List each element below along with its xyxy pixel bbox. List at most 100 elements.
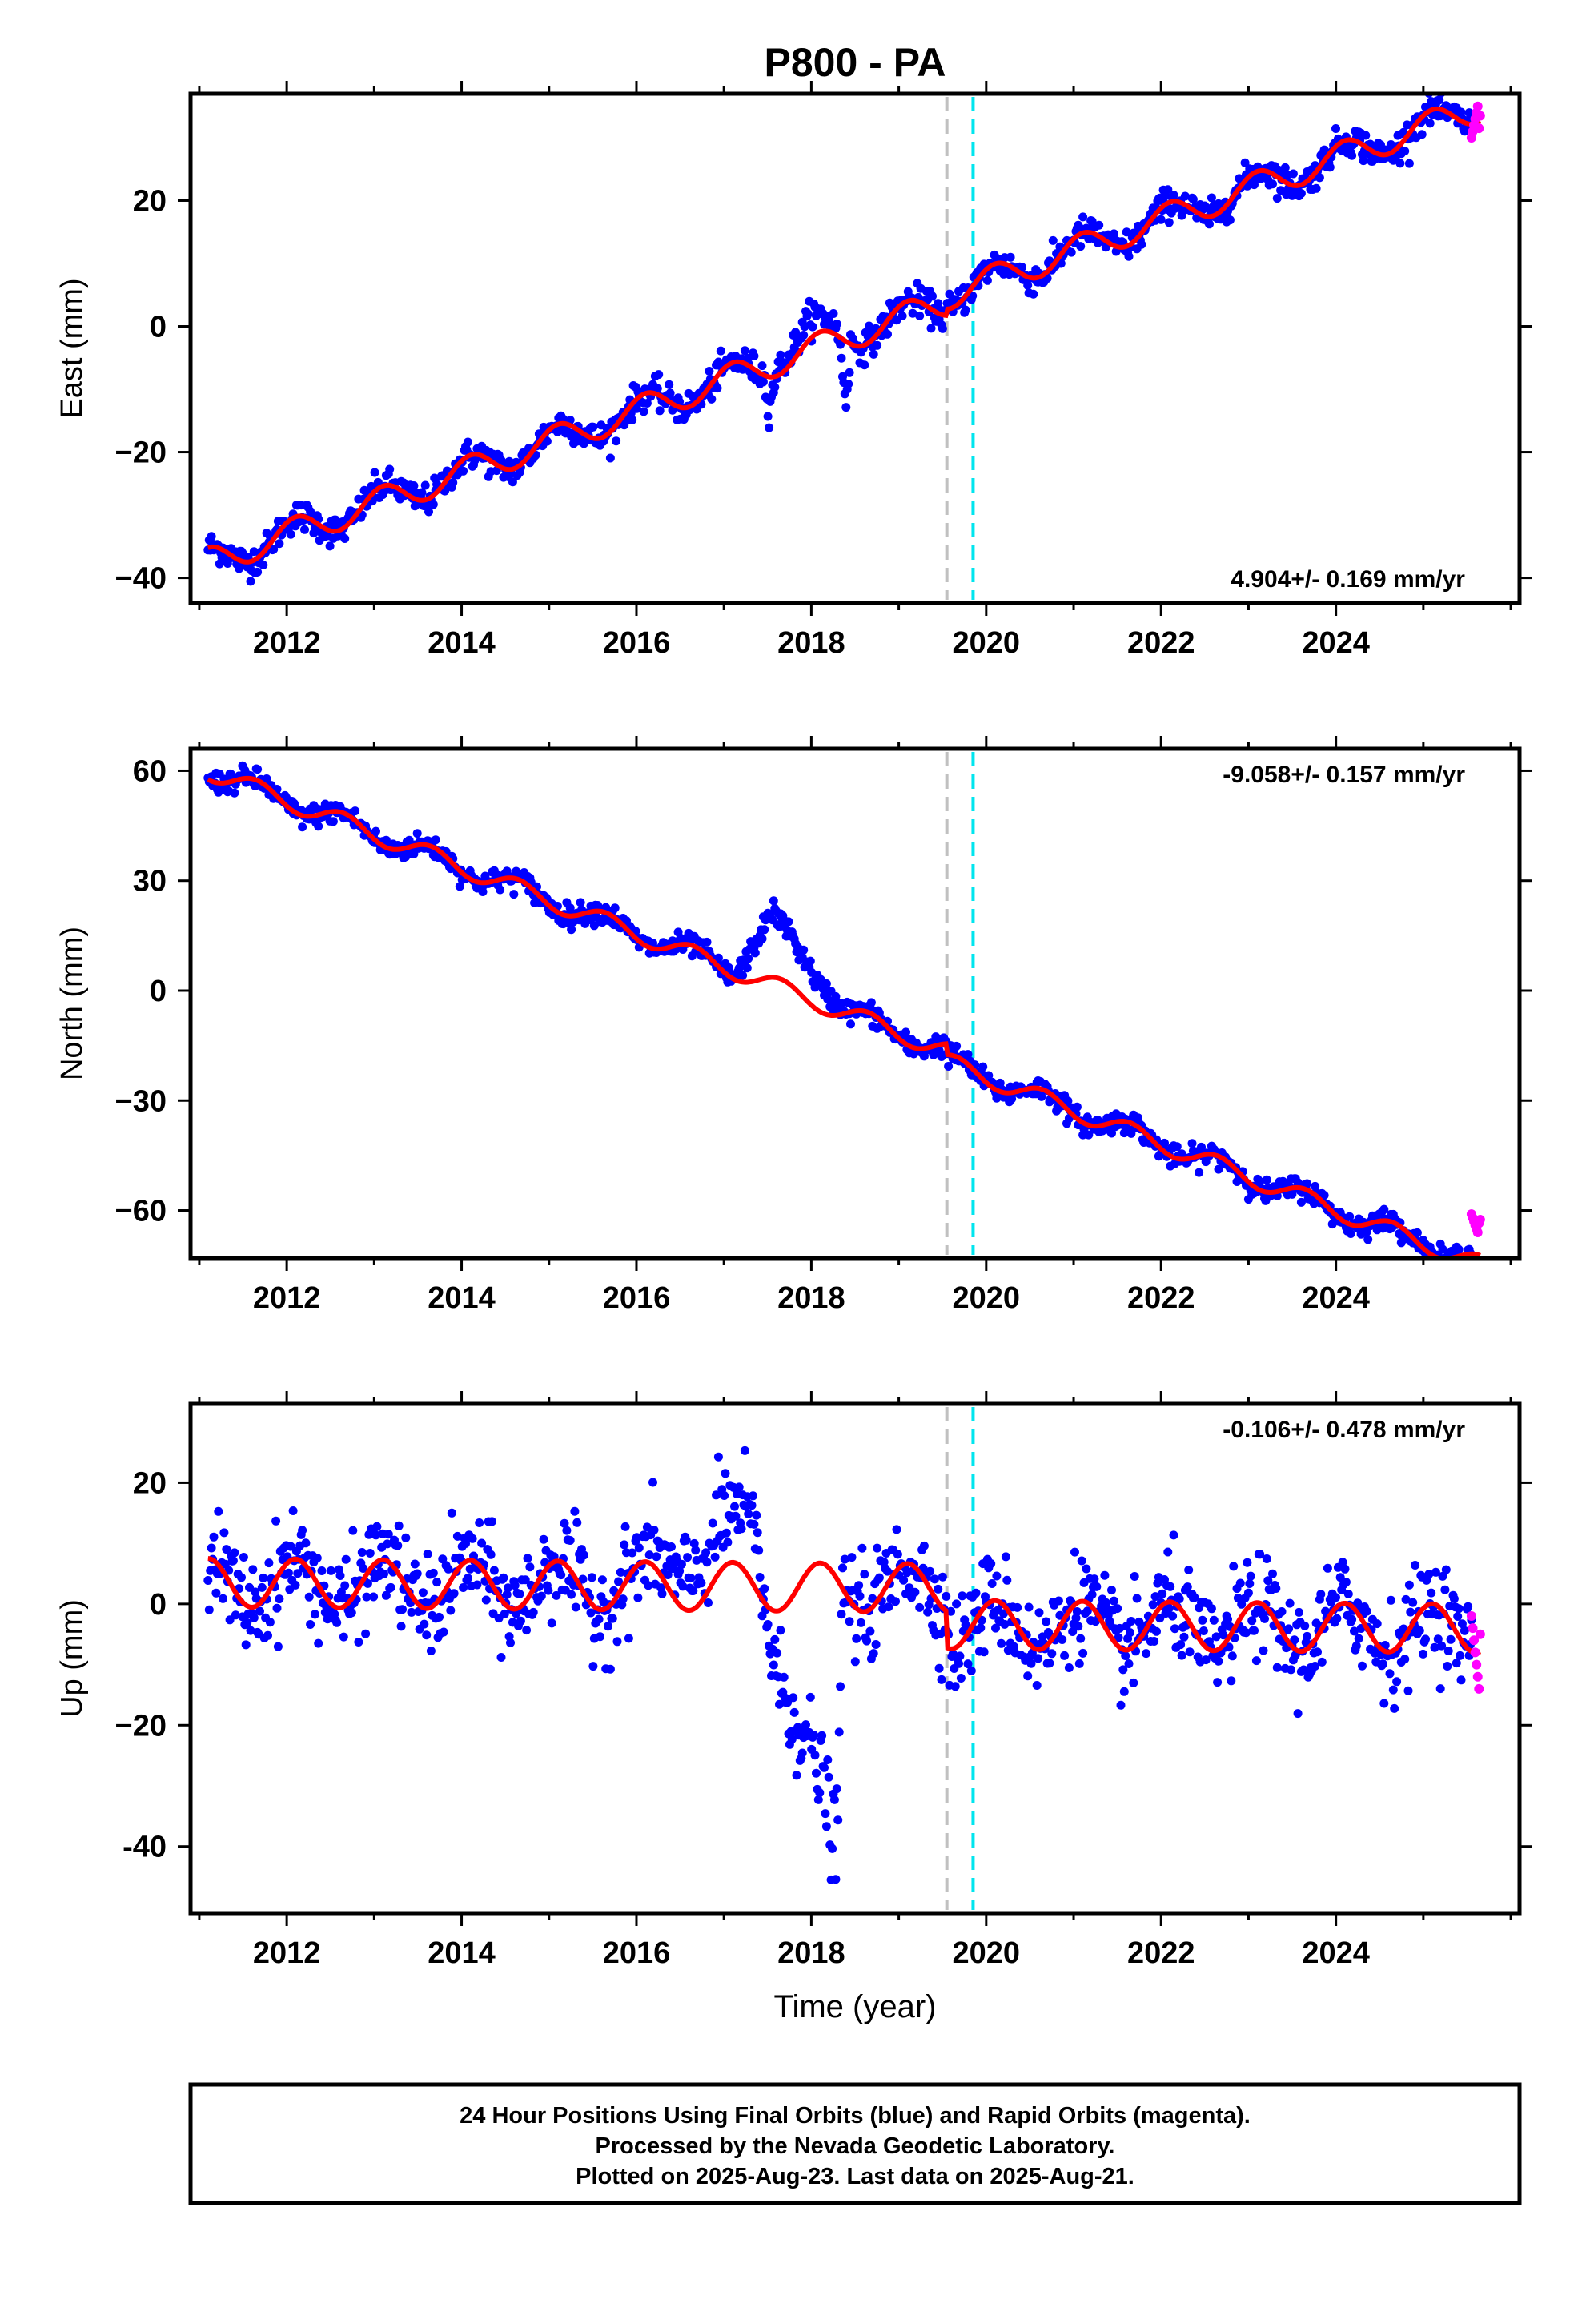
final-orbit-point [705, 367, 714, 376]
final-orbit-point [1255, 1177, 1265, 1186]
final-orbit-point [1150, 1592, 1160, 1602]
final-orbit-point [966, 1666, 976, 1675]
final-orbit-point [1439, 1259, 1448, 1268]
final-orbit-point [1323, 1563, 1332, 1573]
final-orbit-point [301, 1538, 311, 1548]
final-orbit-point [891, 1597, 900, 1606]
final-orbit-point [899, 1575, 909, 1585]
final-orbit-point [731, 1511, 741, 1521]
y-tick-label: 20 [133, 184, 167, 218]
final-orbit-point [740, 346, 749, 356]
final-orbit-point [1126, 1628, 1134, 1638]
x-tick-label: 2016 [603, 1281, 671, 1315]
final-orbit-point [820, 1763, 829, 1772]
final-orbit-point [1074, 1622, 1083, 1631]
final-orbit-point [1124, 251, 1134, 261]
final-orbit-point [459, 466, 468, 476]
final-orbit-point [1456, 1675, 1466, 1685]
final-orbit-point [628, 1548, 637, 1558]
final-orbit-point [1207, 1604, 1216, 1614]
final-orbit-point [860, 1570, 869, 1579]
velocity-rate-label: -9.058+/- 0.157 mm/yr [1223, 762, 1465, 788]
final-orbit-point [744, 954, 753, 963]
final-orbit-point [1454, 1244, 1464, 1254]
final-orbit-point [1423, 1259, 1432, 1268]
final-orbit-point [1066, 247, 1076, 257]
final-orbit-point [431, 835, 440, 845]
x-tick-label: 2020 [953, 1936, 1021, 1970]
final-orbit-point [381, 1590, 391, 1600]
final-orbit-point [707, 394, 717, 404]
final-orbit-point [1243, 1558, 1252, 1567]
final-orbit-point [675, 1566, 685, 1576]
final-orbit-point [1170, 1624, 1179, 1634]
final-orbit-point [1321, 1606, 1331, 1616]
final-orbit-point [363, 1578, 372, 1588]
final-orbit-point [293, 1569, 303, 1578]
final-orbit-point [1174, 1594, 1184, 1603]
y-tick-label: -40 [122, 1831, 167, 1864]
final-orbit-point [219, 1528, 229, 1538]
final-orbit-point [1032, 1681, 1042, 1690]
final-orbit-point [775, 1699, 784, 1709]
final-orbit-point [1372, 1619, 1382, 1629]
final-orbit-point [928, 292, 937, 301]
final-orbit-point [341, 1554, 351, 1564]
rapid-orbit-point [1468, 1623, 1478, 1634]
final-orbit-point [799, 945, 809, 955]
final-orbit-point [1460, 1626, 1469, 1635]
final-orbit-point [1296, 1197, 1306, 1207]
final-orbit-point [255, 1606, 264, 1616]
final-orbit-point [1378, 1659, 1387, 1669]
final-orbit-point [273, 1642, 283, 1651]
final-orbit-point [1435, 95, 1444, 105]
final-orbit-point [257, 1582, 267, 1592]
final-orbit-point [246, 577, 255, 586]
final-orbit-point [230, 1548, 239, 1558]
final-orbit-point [1078, 1648, 1088, 1658]
panel-frame [188, 746, 1522, 1261]
final-orbit-point [855, 1591, 865, 1601]
final-orbit-point [1296, 189, 1306, 198]
final-orbit-point [1457, 1619, 1467, 1629]
final-orbit-point [832, 1784, 841, 1794]
figure-title: P800 - PA [765, 40, 946, 85]
final-orbit-point [852, 1634, 861, 1643]
x-tick-label: 2024 [1302, 626, 1370, 660]
y-tick-label: −20 [115, 1709, 167, 1743]
final-orbit-point [237, 1573, 246, 1582]
final-orbit-point [1449, 1594, 1459, 1603]
final-orbit-point [1255, 1550, 1265, 1559]
final-orbit-point [304, 1592, 314, 1602]
final-orbit-point [787, 1735, 797, 1744]
final-orbit-point [449, 1589, 459, 1598]
final-orbit-point [683, 1553, 693, 1562]
final-orbit-point [665, 380, 674, 389]
final-orbit-point [228, 1556, 238, 1566]
final-orbit-point [813, 1795, 823, 1804]
final-orbit-point [963, 1050, 973, 1059]
final-orbit-point [654, 370, 664, 380]
velocity-rate-label: -0.106+/- 0.478 mm/yr [1223, 1417, 1465, 1443]
final-orbit-point [1271, 1584, 1281, 1593]
final-orbit-point [893, 1550, 902, 1559]
rapid-orbit-point [1475, 1629, 1485, 1639]
final-orbit-point [657, 1589, 667, 1598]
model-fit-curve [207, 775, 1481, 1258]
final-orbit-point [1213, 1678, 1223, 1687]
final-orbit-point [1453, 1612, 1463, 1621]
final-orbit-point [385, 464, 395, 474]
final-orbit-point [510, 1581, 520, 1590]
final-orbit-point [702, 1558, 712, 1567]
final-orbit-point [1034, 1608, 1044, 1618]
rapid-orbit-point [1475, 1214, 1485, 1224]
final-orbit-point [372, 1522, 382, 1531]
final-orbit-point [446, 1606, 456, 1615]
final-orbit-point [614, 1577, 623, 1586]
final-orbit-point [588, 422, 598, 432]
final-orbit-point [570, 1506, 580, 1516]
final-orbit-point [1100, 1570, 1110, 1580]
x-tick-label: 2024 [1302, 1936, 1370, 1970]
final-orbit-point [478, 887, 488, 896]
final-orbit-point [734, 1482, 744, 1492]
